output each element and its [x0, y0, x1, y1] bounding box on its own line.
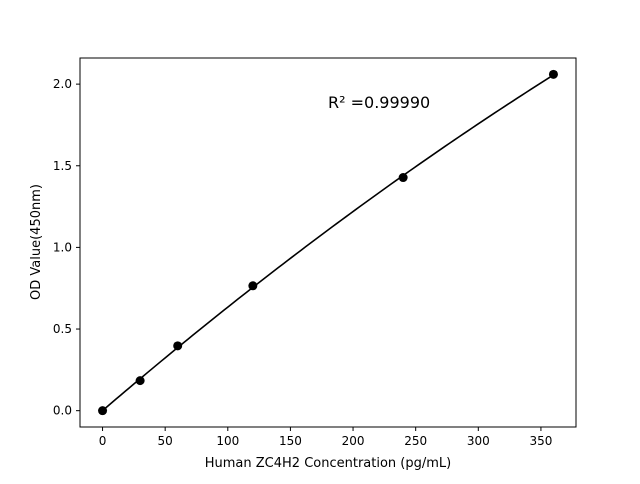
x-axis: 0 50 100 150 200 250 300 350: [99, 427, 552, 448]
data-point: [548, 69, 558, 79]
data-point: [248, 281, 258, 291]
y-tick-label: 1.0: [53, 240, 72, 254]
data-points: [98, 69, 558, 416]
y-tick-label: 0.0: [53, 404, 72, 418]
x-tick-label: 150: [279, 434, 302, 448]
x-tick-label: 300: [467, 434, 490, 448]
x-tick-label: 100: [216, 434, 239, 448]
plot-area: [79, 57, 577, 428]
x-tick-label: 350: [529, 434, 552, 448]
data-point: [98, 406, 108, 416]
y-tick-label: 1.5: [53, 159, 72, 173]
x-axis-label: Human ZC4H2 Concentration (pg/mL): [205, 456, 451, 471]
x-tick-label: 200: [342, 434, 365, 448]
y-tick-label: 2.0: [53, 77, 72, 91]
data-point: [173, 341, 183, 351]
data-point: [398, 173, 408, 183]
x-tick-label: 0: [99, 434, 107, 448]
data-point: [135, 376, 145, 386]
x-tick-label: 250: [404, 434, 427, 448]
x-tick-label: 50: [158, 434, 173, 448]
y-tick-label: 0.5: [53, 322, 72, 336]
r-squared-annotation: R² =0.99990: [328, 93, 430, 112]
y-axis: 0.0 0.5 1.0 1.5 2.0: [53, 77, 80, 418]
y-axis-label: OD Value(450nm): [29, 184, 44, 300]
